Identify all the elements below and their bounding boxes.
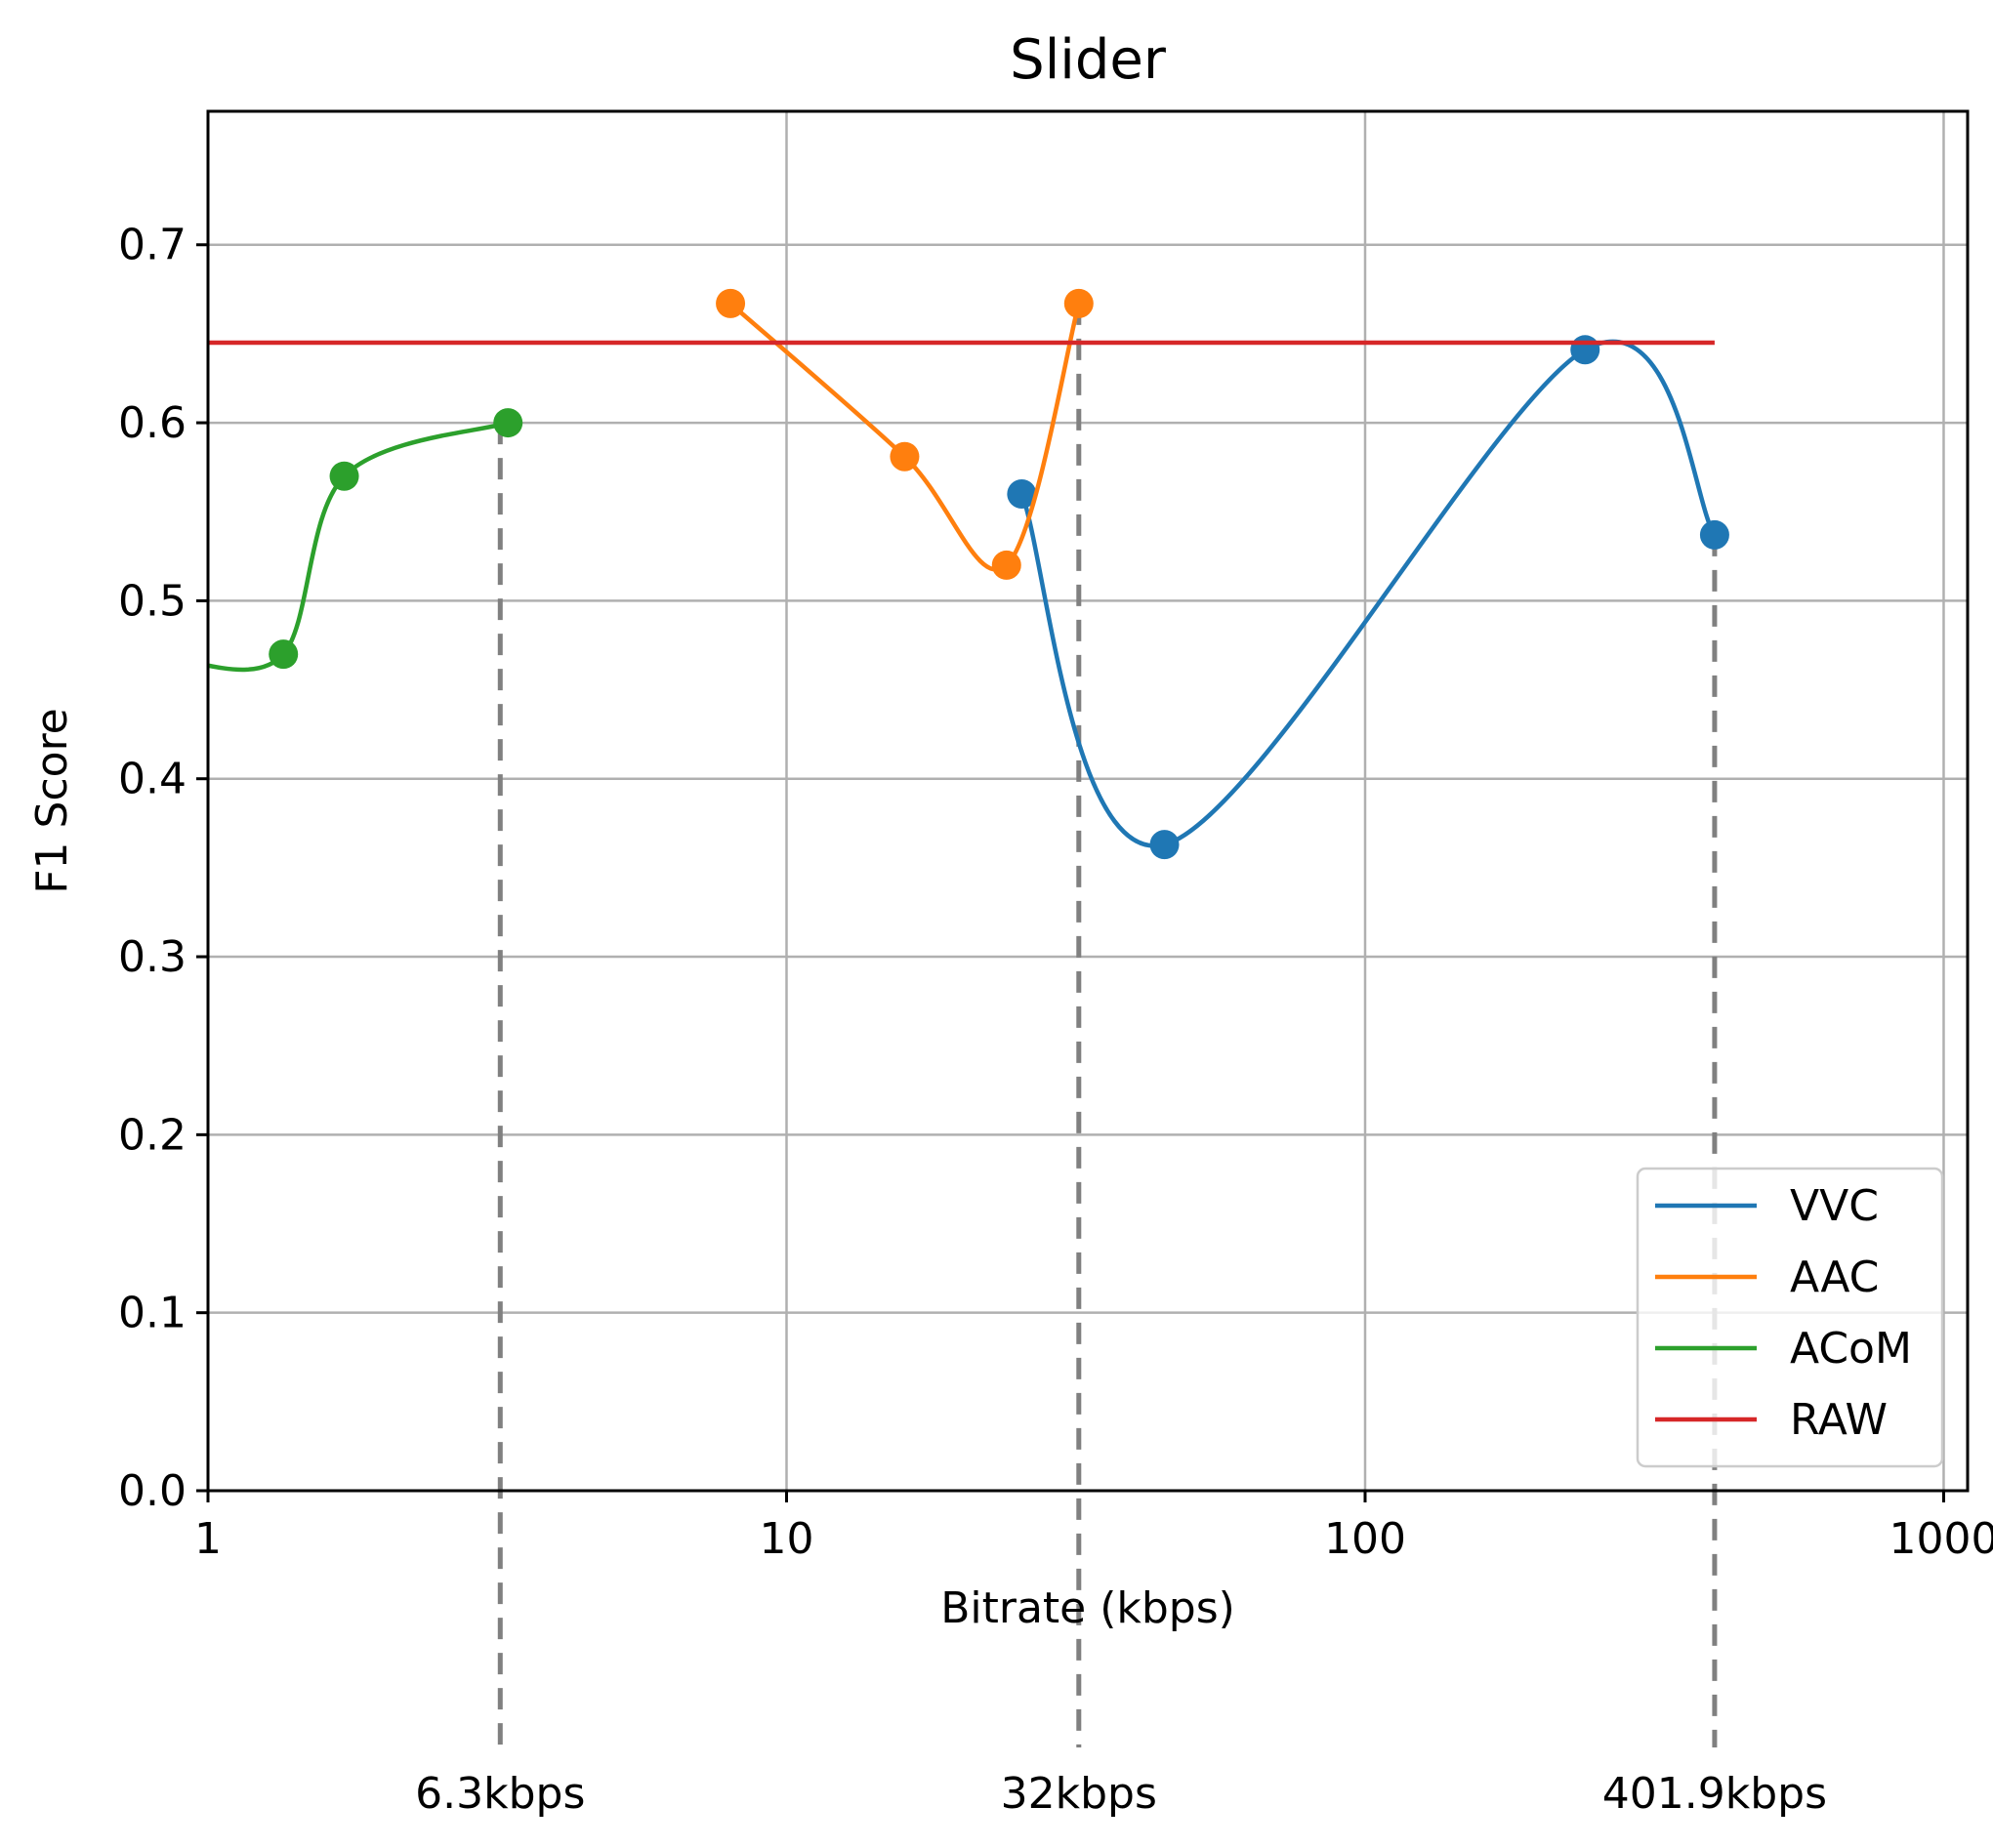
x-tick-label: 100: [1324, 1514, 1406, 1564]
x-tick-label: 10: [759, 1514, 813, 1564]
annotation-label: 401.9kbps: [1602, 1769, 1827, 1819]
y-axis-label: F1 Score: [27, 708, 77, 894]
annotation-label: 6.3kbps: [415, 1769, 585, 1819]
data-point-vvc: [1699, 519, 1729, 550]
data-point-acom: [329, 461, 359, 491]
legend-label: RAW: [1790, 1395, 1888, 1445]
reference-lines: [497, 303, 1718, 1747]
data-point-aac: [890, 441, 920, 472]
annotation-label: 32kbps: [1001, 1769, 1157, 1819]
annotation-labels: 6.3kbps 32kbps 401.9kbps: [415, 1769, 1827, 1819]
data-point-aac: [1063, 288, 1094, 318]
data-point-vvc: [1570, 335, 1600, 365]
legend: VVC AAC ACoM RAW: [1636, 1167, 1944, 1468]
data-point-acom: [167, 646, 196, 676]
data-point-aac: [991, 550, 1021, 580]
legend-label: VVC: [1790, 1181, 1879, 1231]
y-tick-label: 0.5: [118, 576, 187, 626]
data-point-acom: [493, 408, 523, 438]
y-tick-label: 0.7: [118, 221, 187, 270]
plot-frame: [206, 109, 1970, 1493]
y-tick-label: 0.3: [118, 932, 187, 982]
y-tick-label: 0.6: [118, 398, 187, 448]
series-line-acom: [208, 420, 509, 673]
y-tick-label: 0.0: [118, 1466, 187, 1516]
axis-ticks: 1 10 100 1000 0.0 0.1 0.2 0.3 0.4 0.5 0.6 0.7: [118, 221, 1993, 1564]
y-tick-label: 0.1: [118, 1289, 187, 1338]
x-tick-label: 1000: [1889, 1514, 1993, 1564]
legend-label: AAC: [1790, 1253, 1879, 1302]
y-tick-label: 0.4: [118, 755, 187, 804]
data-point-acom: [269, 639, 299, 670]
legend-box: [1636, 1167, 1944, 1468]
data-point-vvc: [1007, 478, 1037, 509]
data-point-aac: [716, 288, 746, 318]
x-axis-label: Bitrate (kbps): [940, 1583, 1235, 1633]
series-line-aac: [728, 302, 1081, 572]
series-line-vvc: [1019, 339, 1717, 848]
data-point-vvc: [1149, 830, 1180, 860]
y-tick-label: 0.2: [118, 1110, 187, 1160]
x-tick-label: 1: [194, 1514, 222, 1564]
legend-label: ACoM: [1790, 1324, 1912, 1374]
chart-title: Slider: [1010, 28, 1167, 92]
series-layer: [167, 288, 1729, 860]
